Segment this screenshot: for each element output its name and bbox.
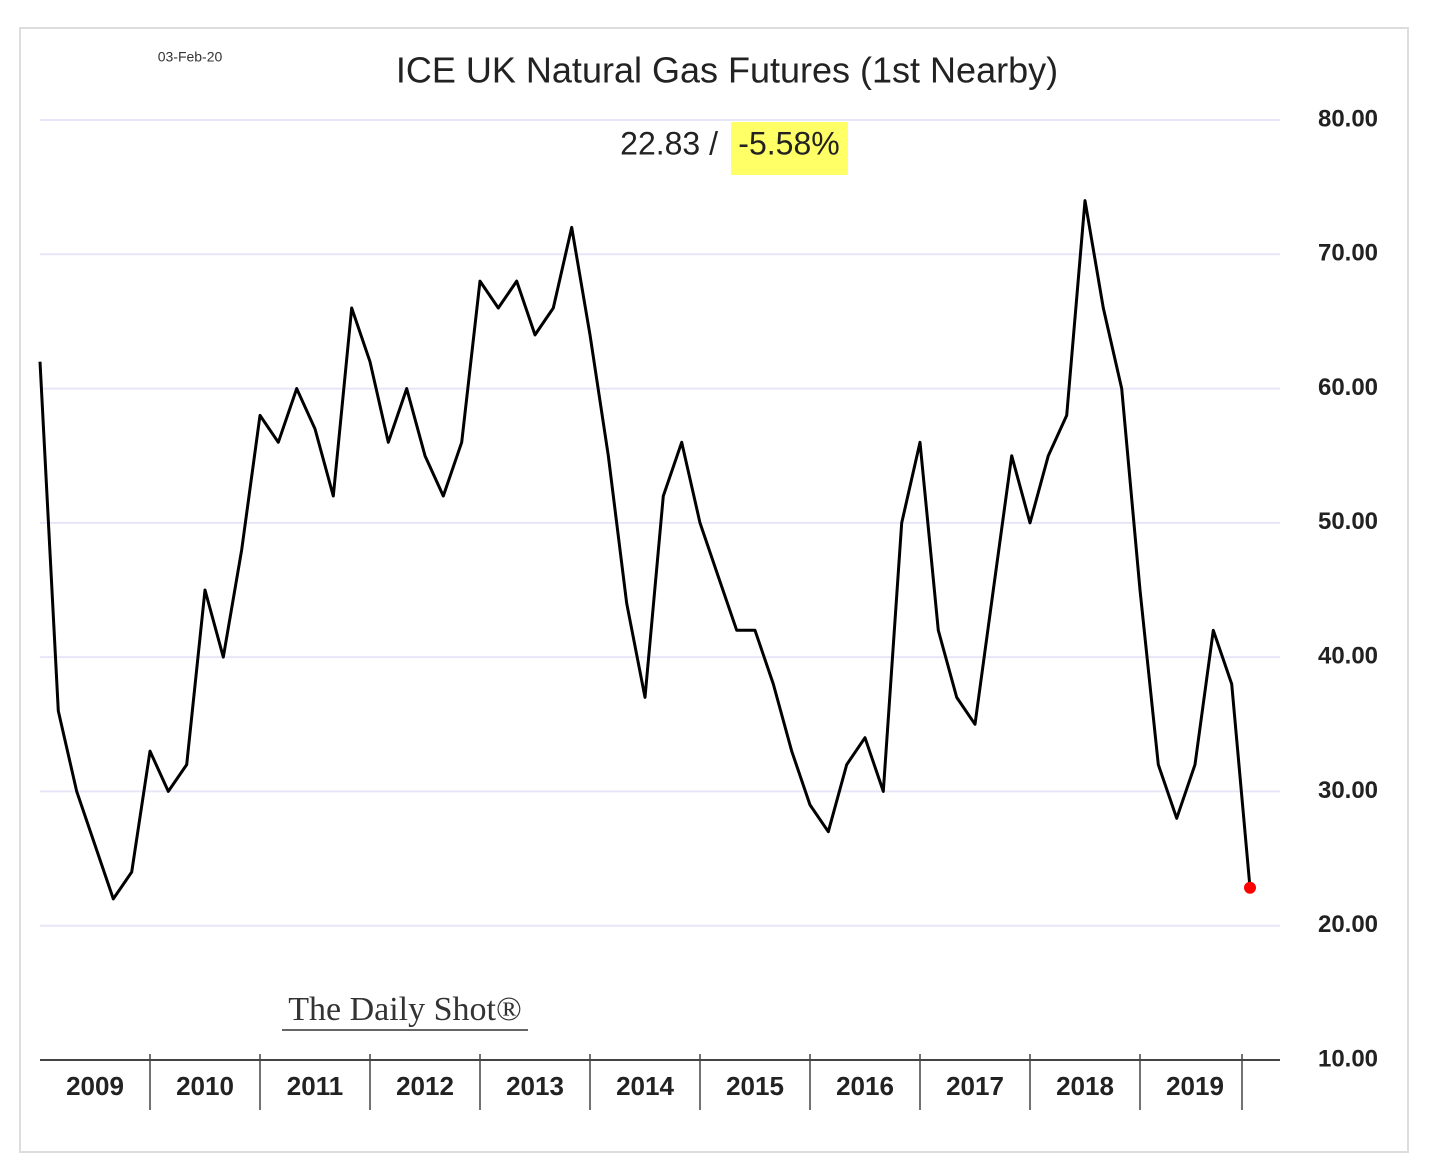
- x-tick-label: 2017: [946, 1071, 1004, 1101]
- x-tick-label: 2012: [396, 1071, 454, 1101]
- change-highlight: [731, 122, 848, 175]
- y-tick-label: 30.00: [1318, 777, 1378, 804]
- x-tick-label: 2014: [616, 1071, 674, 1101]
- x-tick-label: 2009: [66, 1071, 124, 1101]
- price-line: [38, 199, 1252, 901]
- x-tick-label: 2016: [836, 1071, 894, 1101]
- x-tick-label: 2010: [176, 1071, 234, 1101]
- y-tick-label: 70.00: [1318, 240, 1378, 267]
- last-point: [1244, 881, 1256, 894]
- y-tick-label: 10.00: [1318, 1045, 1378, 1072]
- x-tick-label: 2019: [1166, 1071, 1224, 1101]
- y-tick-label: 50.00: [1318, 508, 1378, 535]
- x-tick-label: 2018: [1056, 1071, 1114, 1101]
- last-value: 22.83 /: [620, 125, 718, 161]
- chart-date: 03-Feb-20: [158, 49, 223, 65]
- y-tick-label: 40.00: [1318, 642, 1378, 669]
- x-tick-label: 2011: [287, 1071, 343, 1101]
- source: The Daily Shot®: [288, 991, 522, 1028]
- y-tick-label: 20.00: [1318, 911, 1378, 938]
- x-tick-label: 2013: [506, 1071, 564, 1101]
- chart-frame: [19, 27, 1409, 1153]
- chart-title: ICE UK Natural Gas Futures (1st Nearby): [396, 50, 1058, 91]
- change-value: -5.58%: [738, 125, 839, 161]
- y-tick-label: 60.00: [1318, 374, 1378, 401]
- y-tick-label: 80.00: [1318, 105, 1378, 132]
- x-tick-label: 2015: [726, 1071, 784, 1101]
